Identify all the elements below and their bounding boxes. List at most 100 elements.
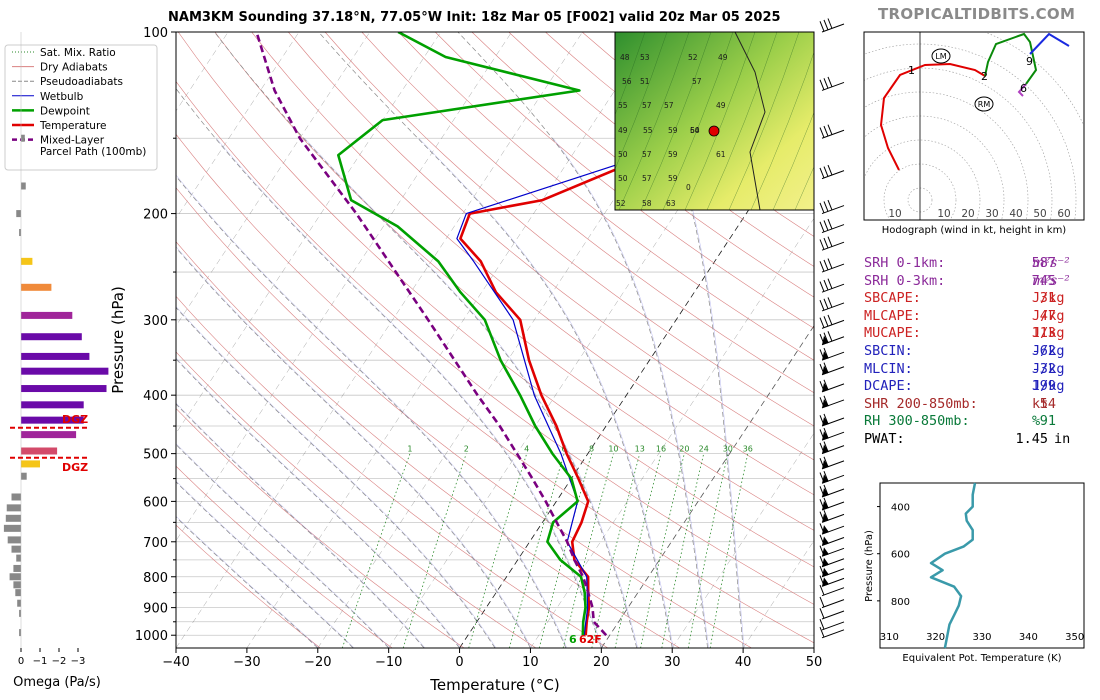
parameter-table: SRH 0-1km: 587 m²s⁻² SRH 0-3km: 745 m²s⁻² SBCA… [864, 255, 1094, 449]
omega-bar [11, 493, 21, 501]
mixing-ratio-line [687, 453, 729, 648]
wind-barb-feather [819, 261, 825, 272]
dry-adiabat-line [176, 187, 752, 648]
wind-barb [819, 413, 845, 427]
wind-barb-feather [819, 127, 825, 138]
mixing-ratio-line [640, 453, 685, 648]
pseudoadiabat-line [176, 358, 460, 648]
x-tick-label: −30 [233, 655, 260, 670]
wind-barb-feather [827, 76, 833, 88]
wind-barb-feather [827, 297, 833, 308]
wind-barb [819, 379, 845, 393]
hodograph-segment-0-3km [879, 62, 986, 171]
y-tick-label: 200 [143, 208, 168, 223]
hodograph-ring [864, 67, 1053, 220]
hodograph-frame [863, 31, 1085, 221]
legend-label: Dry Adiabats [40, 62, 108, 74]
param-unit: kt [1032, 395, 1049, 412]
map-border-line [817, 32, 887, 210]
wetbulb-guide-line [176, 246, 532, 648]
param-label: MLCIN: [864, 360, 913, 377]
param-row: PWAT: 1.45 in [864, 431, 1094, 449]
theta-e-panel: 310 320 330 340 350 400 600 800 Pressure (hPa) Eq… [864, 482, 1085, 664]
omega-bar [19, 629, 21, 637]
wind-barb-pennant [822, 459, 829, 469]
omega-bar [13, 581, 21, 589]
wind-barb-feather [827, 164, 833, 176]
legend-label: Temperature [39, 120, 107, 132]
wind-barb-feather [823, 220, 829, 231]
wind-barb-feather [819, 626, 825, 638]
dry-adiabat-line [288, 32, 814, 461]
dry-adiabat-line [176, 465, 393, 648]
mixing-ratio-line [562, 453, 614, 648]
hodograph-segment-9km-plus [1029, 32, 1070, 55]
dry-adiabat-line [176, 524, 321, 648]
map-border-line [615, 32, 668, 170]
map-station-value: 57 [642, 174, 652, 183]
isotherm-line [176, 32, 371, 327]
wind-barb-shaft [821, 81, 845, 91]
mixing-ratio-label: 36 [743, 445, 753, 454]
mixing-ratio-line [614, 453, 662, 648]
omega-tick-label: 0 [18, 656, 24, 667]
param-value: -32 [1031, 360, 1056, 377]
param-value: 113 [1031, 325, 1056, 342]
omega-bar [17, 599, 21, 607]
map-frame [614, 31, 815, 211]
y-tick-label: 300 [143, 314, 168, 329]
wind-barb-shaft [821, 283, 845, 293]
map-station-value: 63 [666, 199, 676, 208]
y-tick-label: 700 [143, 536, 168, 551]
map-border-line [662, 32, 734, 210]
wind-barb-feather [827, 314, 833, 326]
mixing-ratio-label: 1 [407, 445, 412, 454]
omega-bar [21, 447, 58, 455]
map-station-value: 54 [690, 126, 700, 135]
param-label: DCAPE: [864, 378, 913, 395]
hodograph-caption: Hodograph (wind in kt, height in km) [882, 225, 1067, 236]
wind-barb-shaft [821, 263, 845, 273]
map-station-value: 49 [716, 101, 726, 110]
x-axis-label: Temperature (°C) [429, 676, 559, 694]
wetbulb-guide-line [176, 402, 426, 648]
mixing-ratio-label: 30 [723, 445, 733, 454]
hodograph-ring [864, 139, 981, 220]
theta-e-tick-label: 310 [880, 632, 899, 643]
wind-barb [819, 555, 845, 568]
wind-barb-pennant [822, 513, 829, 523]
mixing-ratio-label: 8 [589, 445, 594, 454]
wind-barb-feather [827, 236, 833, 247]
wind-barb-pennant [822, 351, 829, 361]
map-border-line [615, 32, 646, 116]
omega-bar [21, 134, 25, 142]
dry-adiabat-line [176, 133, 814, 644]
wetbulb-guide-line [304, 138, 638, 648]
legend-label: Pseudoadiabats [40, 76, 123, 88]
wind-barb-shaft [821, 610, 845, 620]
sounding-location-marker [708, 125, 720, 137]
legend-box: Sat. Mix. Ratio Dry Adiabats Pseudoadiabat… [4, 44, 158, 171]
omega-tick-label: −1 [33, 656, 48, 667]
storm-motion-label: RM [978, 100, 991, 109]
param-unit: J/kg [1032, 360, 1065, 377]
wetbulb-guide-line [176, 174, 568, 648]
param-unit: in [1054, 430, 1071, 447]
wind-barb-pennant [822, 431, 829, 441]
dry-adiabat-line [471, 32, 814, 298]
map-border-line [794, 166, 814, 210]
omega-bar [6, 504, 21, 512]
wind-barb [819, 523, 845, 535]
isotherm-line [176, 32, 512, 542]
param-label: SBCAPE: [864, 290, 921, 307]
legend-label: Sat. Mix. Ratio [40, 47, 116, 59]
map-border-line [772, 111, 814, 210]
x-tick-label: 30 [664, 655, 681, 670]
wind-barb-feather [819, 584, 825, 596]
wind-barb-feather [819, 239, 825, 250]
wind-barb [819, 395, 845, 409]
omega-bar [21, 311, 73, 319]
wind-barb [819, 199, 845, 215]
